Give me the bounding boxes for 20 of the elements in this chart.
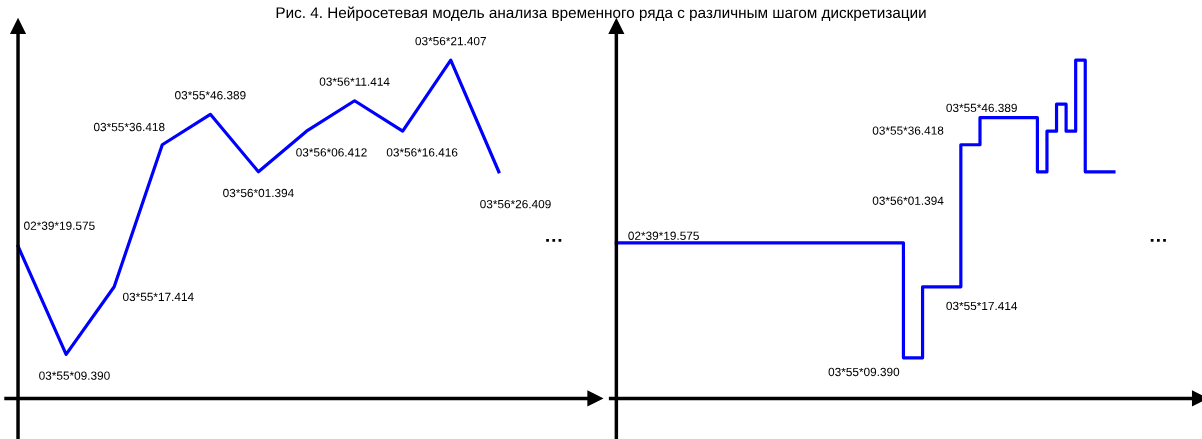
annotation: 03*56*11.414: [319, 77, 390, 86]
annotation: 02*39*19.575: [628, 231, 699, 240]
annotation: 03*56*26.409: [480, 199, 551, 209]
annotation: 03*56*16.416: [386, 148, 458, 157]
annotation: 03*56*06.412: [296, 148, 367, 157]
annotation: 03*55*09.390: [39, 371, 110, 380]
annotation: 03*55*46.389: [175, 91, 246, 100]
annotation: 03*55*17.414: [122, 292, 194, 302]
annotation: 03*55*36.418: [93, 122, 165, 132]
text: Рис. 4. Нейросетевая модель анализа временного ряда с различным шагом дискретизации: [276, 6, 926, 22]
annotation: 02*39*19.575: [24, 221, 95, 230]
annotation: 03*56*01.394: [223, 188, 294, 198]
annotation: 03*56*01.394: [872, 196, 944, 205]
annotation: 03*55*09.390: [828, 367, 900, 377]
text: …: [546, 238, 562, 242]
annotation: 03*55*36.418: [872, 126, 944, 135]
annotation: 03*55*17.414: [946, 301, 1018, 311]
text: …: [1150, 238, 1166, 242]
annotation: 03*55*46.389: [946, 103, 1017, 113]
text: 03*56*21.407: [415, 36, 486, 46]
